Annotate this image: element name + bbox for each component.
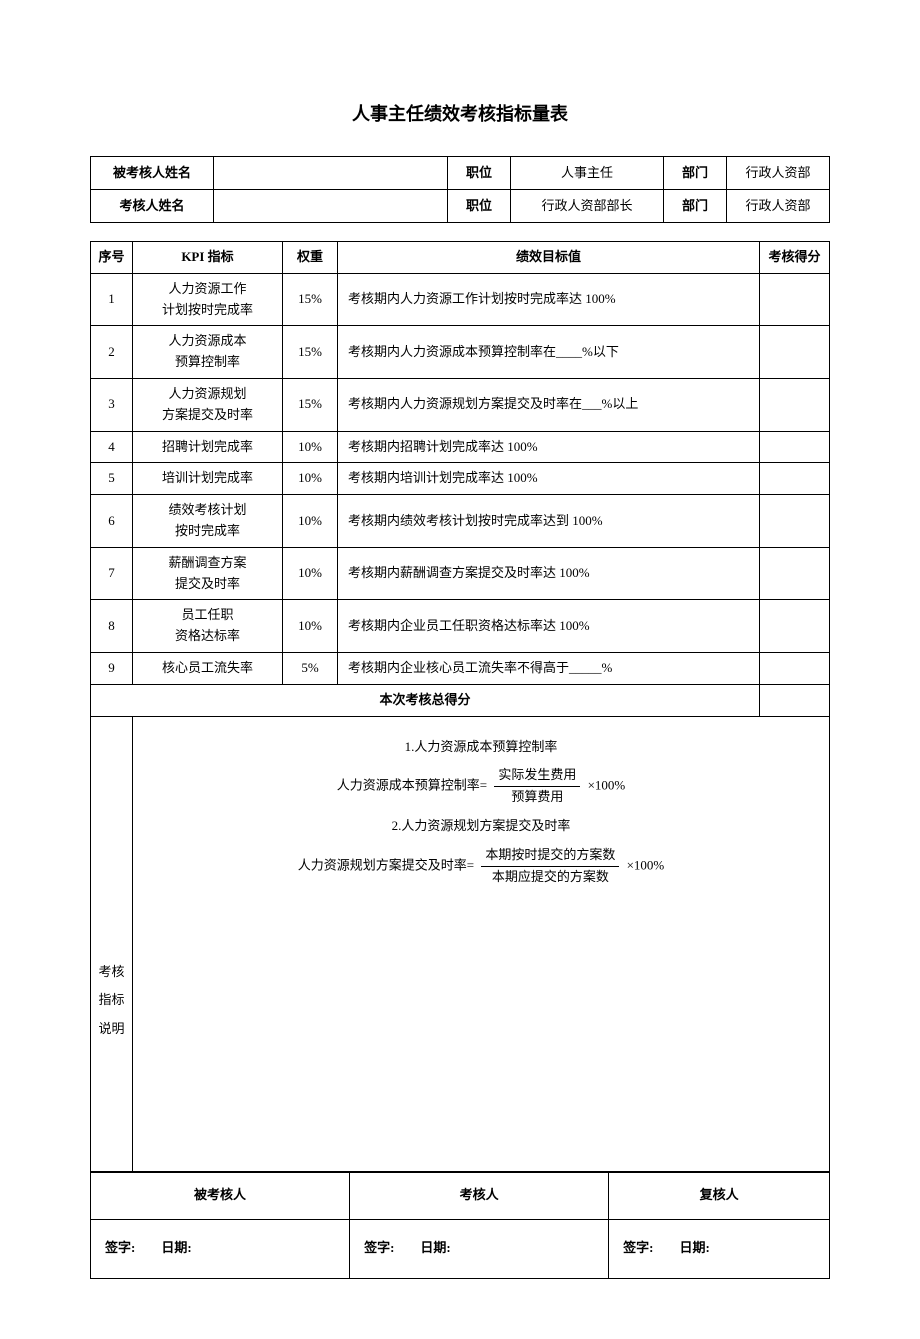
col-score: 考核得分	[760, 242, 830, 274]
table-row: 1 人力资源工作计划按时完成率 15% 考核期内人力资源工作计划按时完成率达 1…	[91, 273, 830, 326]
assessor-name-value	[214, 190, 448, 223]
weight-cell: 5%	[283, 652, 338, 684]
target-cell: 考核期内企业核心员工流失率不得高于_____%	[338, 652, 760, 684]
weight-cell: 10%	[283, 463, 338, 495]
target-cell: 考核期内人力资源规划方案提交及时率在___%以上	[338, 378, 760, 431]
header-table: 被考核人姓名 职位 人事主任 部门 行政人资部 考核人姓名 职位 行政人资部部长…	[90, 156, 830, 223]
assessor-position-value: 行政人资部部长	[511, 190, 664, 223]
col-kpi: KPI 指标	[133, 242, 283, 274]
score-cell	[760, 547, 830, 600]
header-row-assessor: 考核人姓名 职位 行政人资部部长 部门 行政人资部	[91, 190, 830, 223]
table-row: 8 员工任职资格达标率 10% 考核期内企业员工任职资格达标率达 100%	[91, 600, 830, 653]
desc-label: 考核 指标 说明	[91, 716, 133, 1171]
weight-cell: 10%	[283, 431, 338, 463]
weight-cell: 10%	[283, 495, 338, 548]
score-cell	[760, 378, 830, 431]
total-row: 本次考核总得分	[91, 684, 830, 716]
seq-cell: 1	[91, 273, 133, 326]
kpi-cell: 薪酬调查方案提交及时率	[133, 547, 283, 600]
kpi-cell: 人力资源成本预算控制率	[133, 326, 283, 379]
desc-body: 1.人力资源成本预算控制率 人力资源成本预算控制率= 实际发生费用 预算费用 ×…	[133, 716, 830, 1171]
sign-header-row-2: 被考核人 考核人 复核人	[91, 1172, 830, 1219]
seq-cell: 2	[91, 326, 133, 379]
seq-cell: 7	[91, 547, 133, 600]
weight-cell: 10%	[283, 600, 338, 653]
kpi-cell: 招聘计划完成率	[133, 431, 283, 463]
score-cell	[760, 495, 830, 548]
desc-item2-formula: 人力资源规划方案提交及时率= 本期按时提交的方案数 本期应提交的方案数 ×100…	[147, 845, 815, 888]
kpi-table: 序号 KPI 指标 权重 绩效目标值 考核得分 1 人力资源工作计划按时完成率 …	[90, 241, 830, 1172]
table-row: 9 核心员工流失率 5% 考核期内企业核心员工流失率不得高于_____%	[91, 652, 830, 684]
weight-cell: 10%	[283, 547, 338, 600]
sign-col-reviewer-2: 复核人	[609, 1172, 830, 1219]
desc-item1-formula: 人力资源成本预算控制率= 实际发生费用 预算费用 ×100%	[147, 765, 815, 808]
kpi-cell: 绩效考核计划按时完成率	[133, 495, 283, 548]
table-row: 3 人力资源规划方案提交及时率 15% 考核期内人力资源规划方案提交及时率在__…	[91, 378, 830, 431]
target-cell: 考核期内企业员工任职资格达标率达 100%	[338, 600, 760, 653]
position-label-2: 职位	[448, 190, 511, 223]
seq-cell: 8	[91, 600, 133, 653]
table-row: 4 招聘计划完成率 10% 考核期内招聘计划完成率达 100%	[91, 431, 830, 463]
assessor-dept-value: 行政人资部	[727, 190, 830, 223]
assessee-dept-value: 行政人资部	[727, 157, 830, 190]
col-seq: 序号	[91, 242, 133, 274]
target-cell: 考核期内绩效考核计划按时完成率达到 100%	[338, 495, 760, 548]
seq-cell: 3	[91, 378, 133, 431]
weight-cell: 15%	[283, 326, 338, 379]
table-row: 5 培训计划完成率 10% 考核期内培训计划完成率达 100%	[91, 463, 830, 495]
sign-reviewer-fields: 签字: 日期:	[609, 1219, 830, 1278]
col-weight: 权重	[283, 242, 338, 274]
assessee-position-value: 人事主任	[511, 157, 664, 190]
sign-assessor-fields: 签字: 日期:	[350, 1219, 609, 1278]
seq-cell: 5	[91, 463, 133, 495]
weight-cell: 15%	[283, 378, 338, 431]
score-cell	[760, 326, 830, 379]
position-label-1: 职位	[448, 157, 511, 190]
weight-cell: 15%	[283, 273, 338, 326]
dept-label-1: 部门	[664, 157, 727, 190]
desc-item1-title: 1.人力资源成本预算控制率	[147, 737, 815, 758]
kpi-cell: 员工任职资格达标率	[133, 600, 283, 653]
score-cell	[760, 463, 830, 495]
assessee-name-value	[214, 157, 448, 190]
sign-assessee-fields: 签字: 日期:	[91, 1219, 350, 1278]
header-row-assessee: 被考核人姓名 职位 人事主任 部门 行政人资部	[91, 157, 830, 190]
col-target: 绩效目标值	[338, 242, 760, 274]
assessee-name-label: 被考核人姓名	[91, 157, 214, 190]
sign-table: 被考核人 考核人 复核人 签字: 日期: 签字: 日期: 签字: 日期:	[90, 1172, 830, 1279]
desc-item2-title: 2.人力资源规划方案提交及时率	[147, 816, 815, 837]
seq-cell: 9	[91, 652, 133, 684]
assessor-name-label: 考核人姓名	[91, 190, 214, 223]
kpi-cell: 培训计划完成率	[133, 463, 283, 495]
total-label: 本次考核总得分	[91, 684, 760, 716]
desc-row: 考核 指标 说明 1.人力资源成本预算控制率 人力资源成本预算控制率= 实际发生…	[91, 716, 830, 1171]
total-score	[760, 684, 830, 716]
kpi-header-row: 序号 KPI 指标 权重 绩效目标值 考核得分	[91, 242, 830, 274]
sign-col-assessor-2: 考核人	[350, 1172, 609, 1219]
score-cell	[760, 652, 830, 684]
target-cell: 考核期内薪酬调查方案提交及时率达 100%	[338, 547, 760, 600]
dept-label-2: 部门	[664, 190, 727, 223]
seq-cell: 4	[91, 431, 133, 463]
page-title: 人事主任绩效考核指标量表	[90, 100, 830, 126]
target-cell: 考核期内人力资源成本预算控制率在____%以下	[338, 326, 760, 379]
kpi-cell: 人力资源工作计划按时完成率	[133, 273, 283, 326]
score-cell	[760, 273, 830, 326]
table-row: 6 绩效考核计划按时完成率 10% 考核期内绩效考核计划按时完成率达到 100%	[91, 495, 830, 548]
score-cell	[760, 431, 830, 463]
table-row: 7 薪酬调查方案提交及时率 10% 考核期内薪酬调查方案提交及时率达 100%	[91, 547, 830, 600]
target-cell: 考核期内招聘计划完成率达 100%	[338, 431, 760, 463]
target-cell: 考核期内培训计划完成率达 100%	[338, 463, 760, 495]
kpi-cell: 核心员工流失率	[133, 652, 283, 684]
score-cell	[760, 600, 830, 653]
sign-fields-row: 签字: 日期: 签字: 日期: 签字: 日期:	[91, 1219, 830, 1278]
sign-col-assessee-2: 被考核人	[91, 1172, 350, 1219]
seq-cell: 6	[91, 495, 133, 548]
target-cell: 考核期内人力资源工作计划按时完成率达 100%	[338, 273, 760, 326]
table-row: 2 人力资源成本预算控制率 15% 考核期内人力资源成本预算控制率在____%以…	[91, 326, 830, 379]
kpi-cell: 人力资源规划方案提交及时率	[133, 378, 283, 431]
